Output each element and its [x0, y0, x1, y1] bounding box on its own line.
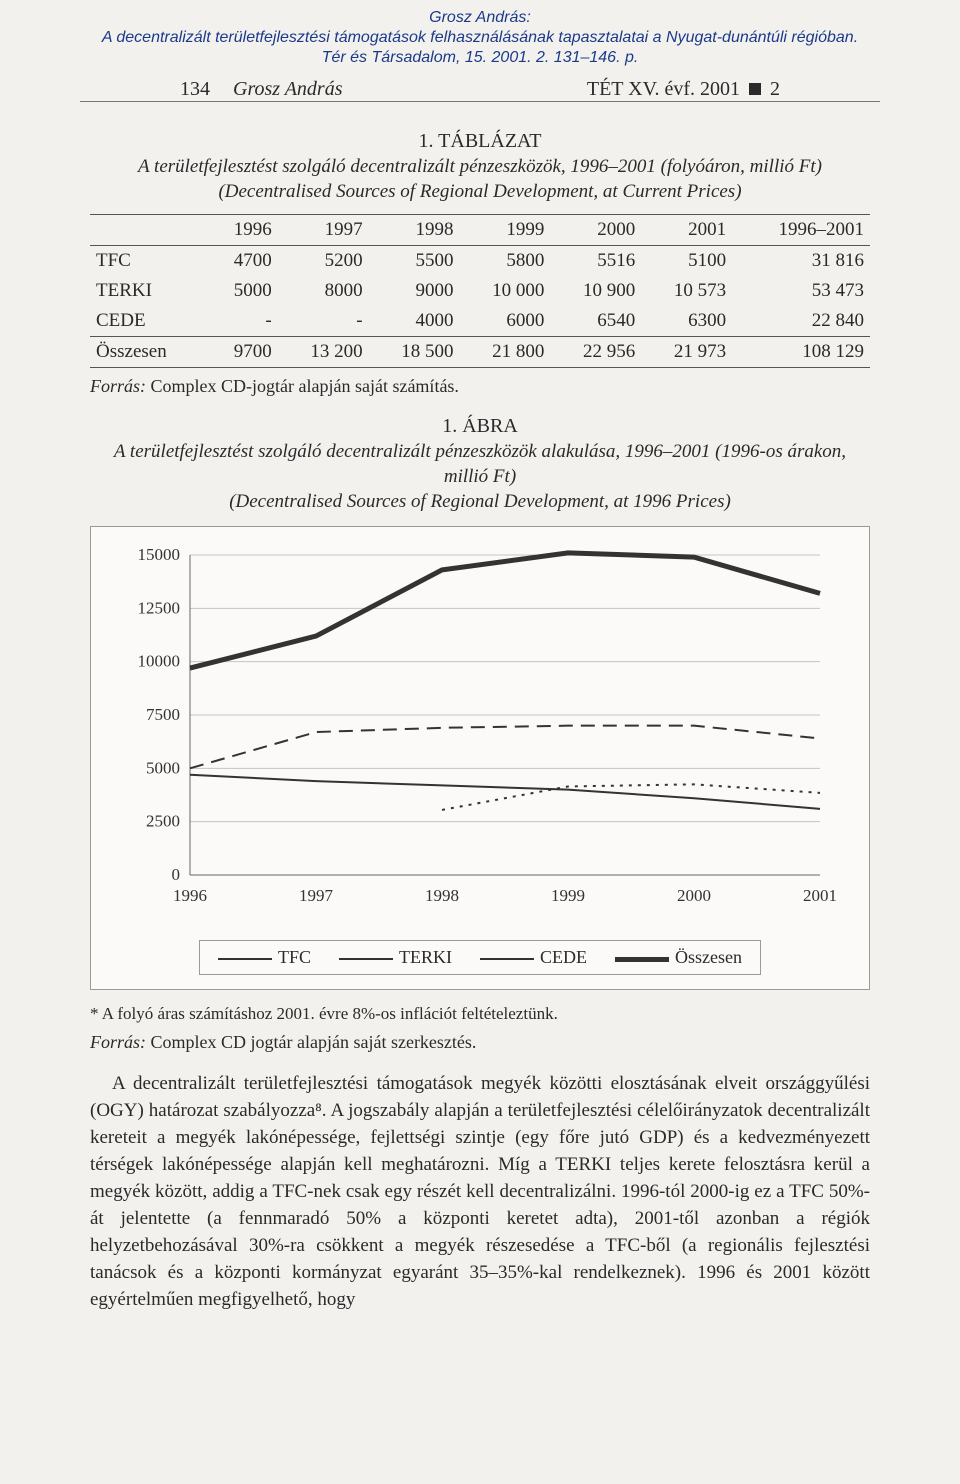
- svg-text:2001: 2001: [803, 886, 837, 905]
- svg-text:1996: 1996: [173, 886, 207, 905]
- chart-container: 0 2500 5000 7500 10000 12500 15000 1996 1997 1998…: [90, 526, 870, 990]
- square-icon: [749, 83, 761, 95]
- legend-swatch: [480, 958, 534, 960]
- figure-title-it: A területfejlesztést szolgáló decentrali…: [90, 440, 870, 489]
- legend-item: Összesen: [615, 947, 742, 968]
- table-col-header: 1998: [369, 215, 460, 246]
- meta-author: Grosz András:: [40, 8, 920, 28]
- figure-source-label: Forrás:: [90, 1032, 146, 1052]
- table-col-header: 1997: [278, 215, 369, 246]
- table-source: Forrás: Complex CD-jogtár alapján saját …: [90, 376, 870, 397]
- svg-text:5000: 5000: [146, 759, 180, 778]
- table-cell: 6300: [641, 306, 732, 337]
- legend-item: TERKI: [339, 947, 452, 968]
- issue-number: 2: [770, 78, 780, 100]
- table-cell: Összesen: [90, 337, 207, 368]
- running-head: 134 Grosz András TÉT XV. évf. 2001 2: [80, 78, 880, 102]
- figure-source: Forrás: Complex CD jogtár alapján saját …: [90, 1032, 870, 1053]
- table-label: 1. TÁBLÁZAT: [90, 130, 870, 153]
- chart-legend: TFC TERKI CEDE Összesen: [199, 940, 761, 975]
- svg-text:0: 0: [172, 865, 181, 884]
- table-col-header: 1996–2001: [732, 215, 870, 246]
- table-cell: 6540: [550, 306, 641, 337]
- body-paragraph: A decentralizált területfejlesztési támo…: [90, 1071, 870, 1314]
- svg-text:2500: 2500: [146, 812, 180, 831]
- table-col-header: 2000: [550, 215, 641, 246]
- table-col-header: 2001: [641, 215, 732, 246]
- table-cell: 31 816: [732, 246, 870, 277]
- table-cell: TFC: [90, 246, 207, 277]
- table-cell: 4700: [207, 246, 278, 277]
- table-header-row: 1996199719981999200020011996–2001: [90, 215, 870, 246]
- legend-swatch: [615, 957, 669, 962]
- table-col-header: 1996: [207, 215, 278, 246]
- table-cell: 5516: [550, 246, 641, 277]
- legend-label: CEDE: [540, 947, 587, 967]
- figure-source-text: Complex CD jogtár alapján saját szerkesz…: [151, 1032, 477, 1052]
- svg-text:2000: 2000: [677, 886, 711, 905]
- table-row: TFC47005200550058005516510031 816: [90, 246, 870, 277]
- table-cell: 5500: [369, 246, 460, 277]
- svg-text:12500: 12500: [138, 599, 181, 618]
- table-source-label: Forrás:: [90, 376, 146, 396]
- table-source-text: Complex CD-jogtár alapján saját számítás…: [151, 376, 459, 396]
- svg-text:1999: 1999: [551, 886, 585, 905]
- table-cell: 21 973: [641, 337, 732, 368]
- table-cell: 5100: [641, 246, 732, 277]
- table-cell: 22 956: [550, 337, 641, 368]
- table-cell: 53 473: [732, 276, 870, 306]
- table-cell: 6000: [459, 306, 550, 337]
- table-cell: 5000: [207, 276, 278, 306]
- figure-title-en: (Decentralised Sources of Regional Devel…: [90, 490, 870, 515]
- table-cell: 4000: [369, 306, 460, 337]
- table-cell: 9700: [207, 337, 278, 368]
- table-cell: 9000: [369, 276, 460, 306]
- source-metadata: Grosz András: A decentralizált területfe…: [0, 8, 960, 78]
- table-cell: TERKI: [90, 276, 207, 306]
- journal-ref: TÉT XV. évf. 2001: [587, 78, 740, 100]
- table-cell: 22 840: [732, 306, 870, 337]
- table-title-it: A területfejlesztést szolgáló decentrali…: [90, 155, 870, 180]
- legend-item: TFC: [218, 947, 311, 968]
- meta-source: Tér és Társadalom, 15. 2001. 2. 131–146.…: [40, 48, 920, 68]
- table-cell: 5200: [278, 246, 369, 277]
- table-cell: 10 573: [641, 276, 732, 306]
- table-col-header: [90, 215, 207, 246]
- svg-text:1997: 1997: [299, 886, 334, 905]
- table-cell: -: [207, 306, 278, 337]
- line-chart: 0 2500 5000 7500 10000 12500 15000 1996 1997 1998…: [115, 545, 845, 925]
- meta-title: A decentralizált területfejlesztési támo…: [40, 28, 920, 48]
- figure-footnote: * A folyó áras számításhoz 2001. évre 8%…: [90, 1004, 870, 1024]
- table-cell: -: [278, 306, 369, 337]
- data-table: 1996199719981999200020011996–2001 TFC470…: [90, 214, 870, 368]
- table-cell: 13 200: [278, 337, 369, 368]
- table-row: CEDE--400060006540630022 840: [90, 306, 870, 337]
- table-row: Összesen970013 20018 50021 80022 95621 9…: [90, 337, 870, 368]
- legend-swatch: [339, 958, 393, 960]
- figure-label: 1. ÁBRA: [90, 415, 870, 438]
- table-cell: 21 800: [459, 337, 550, 368]
- legend-label: TFC: [278, 947, 311, 967]
- table-col-header: 1999: [459, 215, 550, 246]
- legend-item: CEDE: [480, 947, 587, 968]
- table-title-en: (Decentralised Sources of Regional Devel…: [90, 180, 870, 205]
- table-cell: 18 500: [369, 337, 460, 368]
- table-row: TERKI50008000900010 00010 90010 57353 47…: [90, 276, 870, 306]
- table-cell: 10 000: [459, 276, 550, 306]
- svg-text:7500: 7500: [146, 705, 180, 724]
- svg-text:15000: 15000: [138, 545, 181, 564]
- running-author: Grosz András: [233, 78, 342, 100]
- page-number: 134: [180, 78, 210, 100]
- legend-label: Összesen: [675, 947, 742, 967]
- table-cell: 8000: [278, 276, 369, 306]
- table-cell: CEDE: [90, 306, 207, 337]
- svg-text:1998: 1998: [425, 886, 459, 905]
- legend-swatch: [218, 958, 272, 960]
- table-cell: 10 900: [550, 276, 641, 306]
- legend-label: TERKI: [399, 947, 452, 967]
- table-cell: 108 129: [732, 337, 870, 368]
- table-cell: 5800: [459, 246, 550, 277]
- svg-text:10000: 10000: [138, 652, 181, 671]
